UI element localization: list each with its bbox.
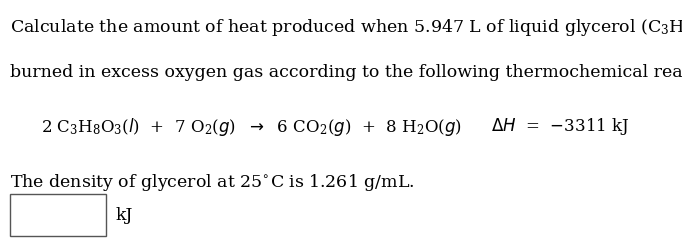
Text: Calculate the amount of heat produced when 5.947 L of liquid glycerol ($\mathreg: Calculate the amount of heat produced wh… xyxy=(10,17,682,38)
Text: burned in excess oxygen gas according to the following thermochemical reaction:: burned in excess oxygen gas according to… xyxy=(10,64,682,81)
Text: kJ: kJ xyxy=(116,207,133,224)
Text: The density of glycerol at 25$^{\circ}$C is 1.261 g/mL.: The density of glycerol at 25$^{\circ}$C… xyxy=(10,172,415,193)
Text: 2 $\mathregular{C_3H_8O_3}$($\it{l}$)  +  7 $\mathregular{O_2}$($g$)  $\rightarr: 2 $\mathregular{C_3H_8O_3}$($\it{l}$) + … xyxy=(41,116,462,138)
Text: $\Delta\mathit{H}$  =  $-$3311 kJ: $\Delta\mathit{H}$ = $-$3311 kJ xyxy=(491,116,629,137)
Bar xyxy=(10,194,106,236)
